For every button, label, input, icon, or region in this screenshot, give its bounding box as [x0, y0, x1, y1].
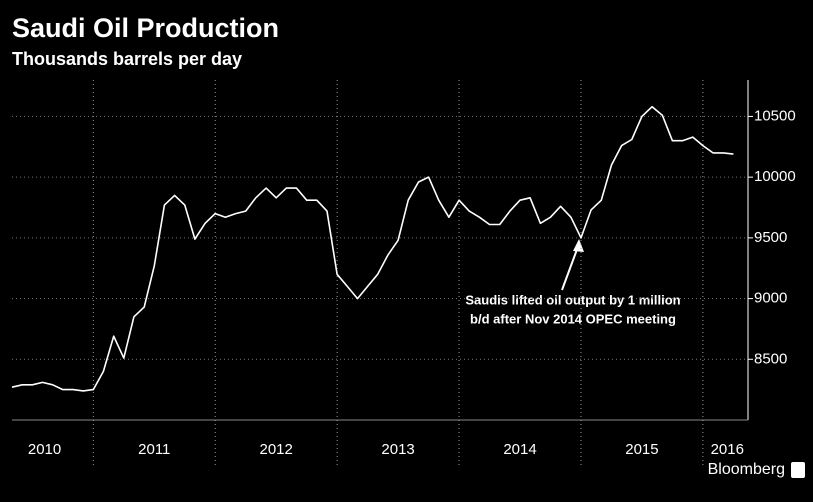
chart-title: Saudi Oil Production — [12, 13, 279, 43]
line — [11, 105, 734, 392]
y-tick-label: 9000 — [754, 290, 787, 307]
chart-subtitle: Thousands barrels per day — [12, 49, 242, 69]
x-tick-label: 2014 — [503, 441, 536, 458]
x-tick-label: 2010 — [28, 441, 61, 458]
y-tick-label: 9500 — [754, 229, 787, 246]
annotation: b/d after Nov 2014 OPEC meeting — [470, 311, 676, 326]
logo-icon — [791, 462, 805, 478]
y-tick-label: 10000 — [754, 168, 796, 185]
x-tick-label: 2011 — [138, 441, 170, 458]
annotation: Saudis lifted oil output by 1 million — [465, 292, 680, 307]
source: Bloomberg — [708, 461, 785, 478]
x-tick-label: 2016 — [711, 441, 744, 458]
annotation-arrow — [561, 243, 580, 291]
x-tick-label: 2013 — [381, 441, 414, 458]
x-tick-label: 2015 — [625, 441, 658, 458]
y-tick-label: 8500 — [754, 350, 787, 367]
x-tick-label: 2012 — [260, 441, 293, 458]
y-tick-label: 10500 — [754, 107, 796, 124]
annotation-arrowhead — [573, 239, 584, 252]
